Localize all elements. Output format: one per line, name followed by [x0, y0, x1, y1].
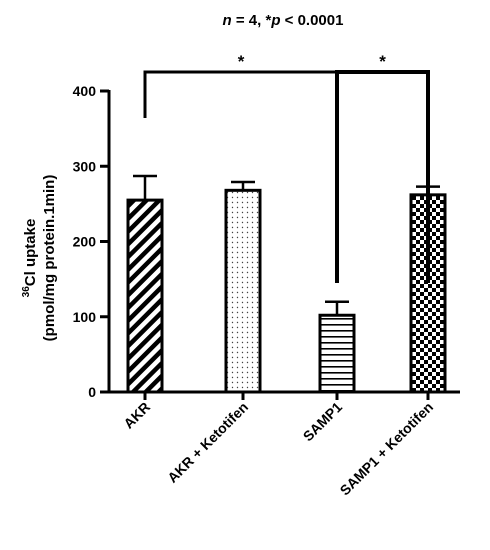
x-tick-label-1: AKR [120, 399, 153, 432]
y-tick-label-200: 200 [73, 234, 97, 250]
significance-label-2: * [379, 52, 386, 71]
title-n-label: n [223, 12, 232, 29]
y-tick-label-300: 300 [73, 158, 97, 174]
title-n-value: = 4, * [232, 12, 272, 29]
error-bars-group [133, 174, 440, 316]
bar-3 [318, 313, 356, 394]
title-p-value: < 0.0001 [280, 12, 343, 29]
y-tick-label-100: 100 [73, 309, 97, 325]
bar-2 [224, 188, 262, 394]
title-p-label: p [270, 12, 280, 29]
significance-label-1: * [238, 52, 245, 71]
bars-group [126, 188, 447, 394]
bar-1 [126, 198, 164, 394]
y-axis-title-isotope: 36 [21, 286, 32, 298]
y-axis-title: 36Cl uptake (pmol/mg protein.1min) [21, 175, 58, 342]
y-axis-title-main: Cl uptake [22, 219, 39, 287]
y-axis-title-line2: (pmol/mg protein.1min) [41, 175, 58, 342]
chart-title: n = 4, *p < 0.0001 [223, 12, 344, 29]
x-tick-label-2: AKR + Ketotifen [164, 399, 251, 486]
significance-bracket-2 [335, 70, 430, 283]
y-axis-title-line1: 36Cl uptake [21, 219, 39, 298]
y-tick-label-0: 0 [88, 384, 96, 400]
significance-group: * * [143, 52, 430, 283]
x-tick-label-4: SAMP1 + Ketotifen [337, 399, 437, 499]
x-tick-label-3: SAMP1 [300, 399, 346, 445]
y-tick-label-400: 400 [73, 83, 97, 99]
